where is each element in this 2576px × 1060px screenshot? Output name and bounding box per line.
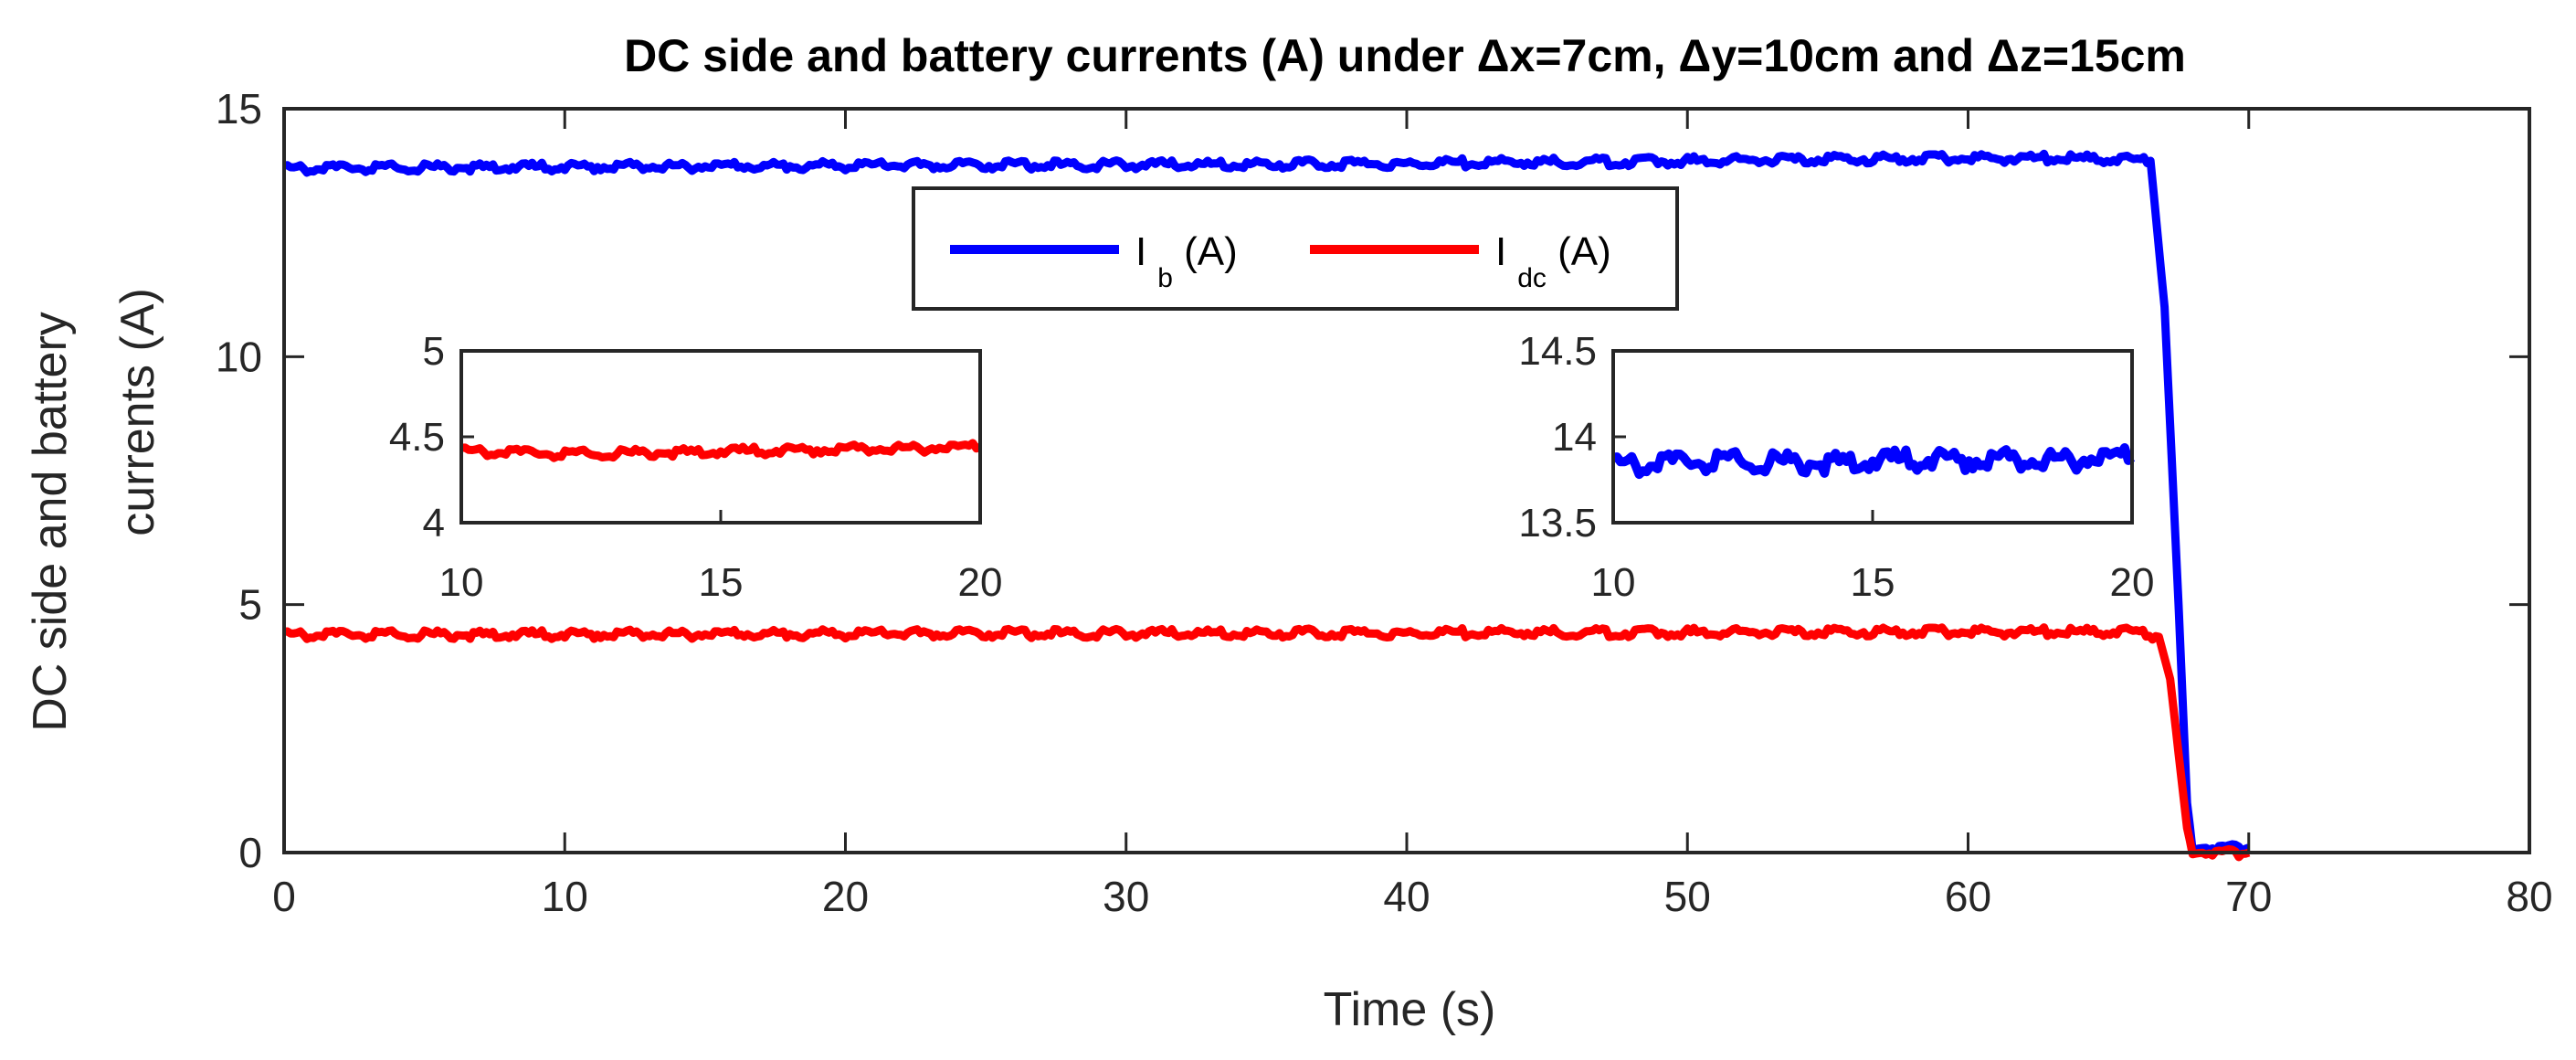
x-axis-label: Time (s) <box>1324 983 1496 1036</box>
x-tick-label: 10 <box>542 873 588 920</box>
insets: 10 15 20 4 4.5 5 10 15 20 13.5 14 14.5 <box>389 329 2155 605</box>
inset-series-line <box>460 439 982 462</box>
x-tick-label: 80 <box>2506 873 2552 920</box>
inset-background <box>1613 351 2132 523</box>
x-tick-label: 40 <box>1383 873 1430 920</box>
x-tick-label: 20 <box>822 873 869 920</box>
y-axis-label: DC side and battery currents (A) <box>24 288 164 732</box>
inset-series-line <box>1612 443 2136 480</box>
inset-y-tick-label: 4.5 <box>389 415 445 460</box>
inset-x-tick-label: 20 <box>958 560 1003 605</box>
x-tick-label: 50 <box>1664 873 1711 920</box>
inset-1: 10 15 20 4 4.5 5 <box>389 329 1003 605</box>
chart-title: DC side and battery currents (A) under Δ… <box>624 30 2186 81</box>
series-line-ib <box>283 149 2251 856</box>
inset-x-tick-label: 15 <box>1851 560 1895 605</box>
y-tick-label: 0 <box>238 829 262 876</box>
inset-x-tick-label: 20 <box>2110 560 2155 605</box>
inset-y-tick-label: 5 <box>423 329 445 374</box>
inset-background <box>461 351 980 523</box>
x-tick-label: 30 <box>1103 873 1149 920</box>
inset-y-tick-label: 14 <box>1552 415 1597 460</box>
inset-y-tick-label: 4 <box>423 501 445 546</box>
legend: Ib (A) Idc (A) <box>912 186 1679 311</box>
inset-y-tick-label: 13.5 <box>1518 501 1597 546</box>
inset-x-tick-label: 10 <box>1591 560 1636 605</box>
inset-x-tick-label: 15 <box>699 560 744 605</box>
series-line-idc <box>283 623 2251 862</box>
legend-label: Idc (A) <box>1495 229 1611 293</box>
inset-y-tick-label: 14.5 <box>1518 329 1597 374</box>
x-tick-label: 70 <box>2225 873 2272 920</box>
y-tick-label: 15 <box>216 85 262 132</box>
x-tick-label: 60 <box>1945 873 1991 920</box>
y-tick-label: 10 <box>216 333 262 380</box>
y-tick-label: 5 <box>238 581 262 629</box>
inset-x-tick-label: 10 <box>439 560 484 605</box>
y-axis-label-line-2: currents (A) <box>111 288 164 536</box>
legend-label: Ib (A) <box>1135 229 1238 293</box>
x-tick-label: 0 <box>272 873 296 920</box>
inset-2: 10 15 20 13.5 14 14.5 <box>1518 329 2154 605</box>
y-axis-label-line-1: DC side and battery <box>24 312 77 732</box>
